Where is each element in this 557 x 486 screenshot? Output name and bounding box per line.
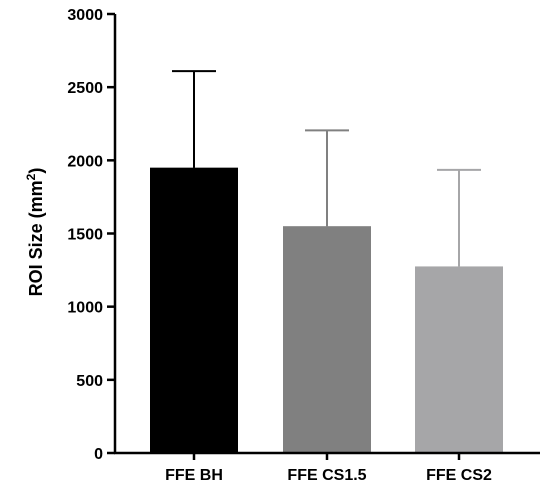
y-axis-title-superscript: 2 <box>24 173 38 180</box>
y-axis: 0 500 1000 1500 2000 2500 3000 <box>67 7 117 463</box>
y-axis-title: ROI Size (mm2) <box>24 168 46 297</box>
y-tick-label: 2500 <box>67 80 103 97</box>
y-tick-label: 0 <box>94 446 103 463</box>
bar-2 <box>283 226 371 453</box>
y-tick-label: 3000 <box>67 7 103 24</box>
x-tick-label: FFE CS2 <box>426 467 492 484</box>
bar-1 <box>150 167 238 453</box>
x-axis: FFE BH FFE CS1.5 FFE CS2 <box>114 451 540 484</box>
y-tick-label: 500 <box>76 373 103 390</box>
x-tick-label: FFE BH <box>165 467 223 484</box>
bars <box>150 70 503 453</box>
x-tick-label: FFE CS1.5 <box>287 467 366 484</box>
y-tick-label: 1000 <box>67 300 103 317</box>
y-axis-title-close: ) <box>26 168 46 174</box>
bar-3 <box>415 266 503 453</box>
y-tick-label: 1500 <box>67 227 103 244</box>
y-axis-title-text: ROI Size (mm <box>26 180 46 296</box>
y-tick-label: 2000 <box>67 153 103 170</box>
